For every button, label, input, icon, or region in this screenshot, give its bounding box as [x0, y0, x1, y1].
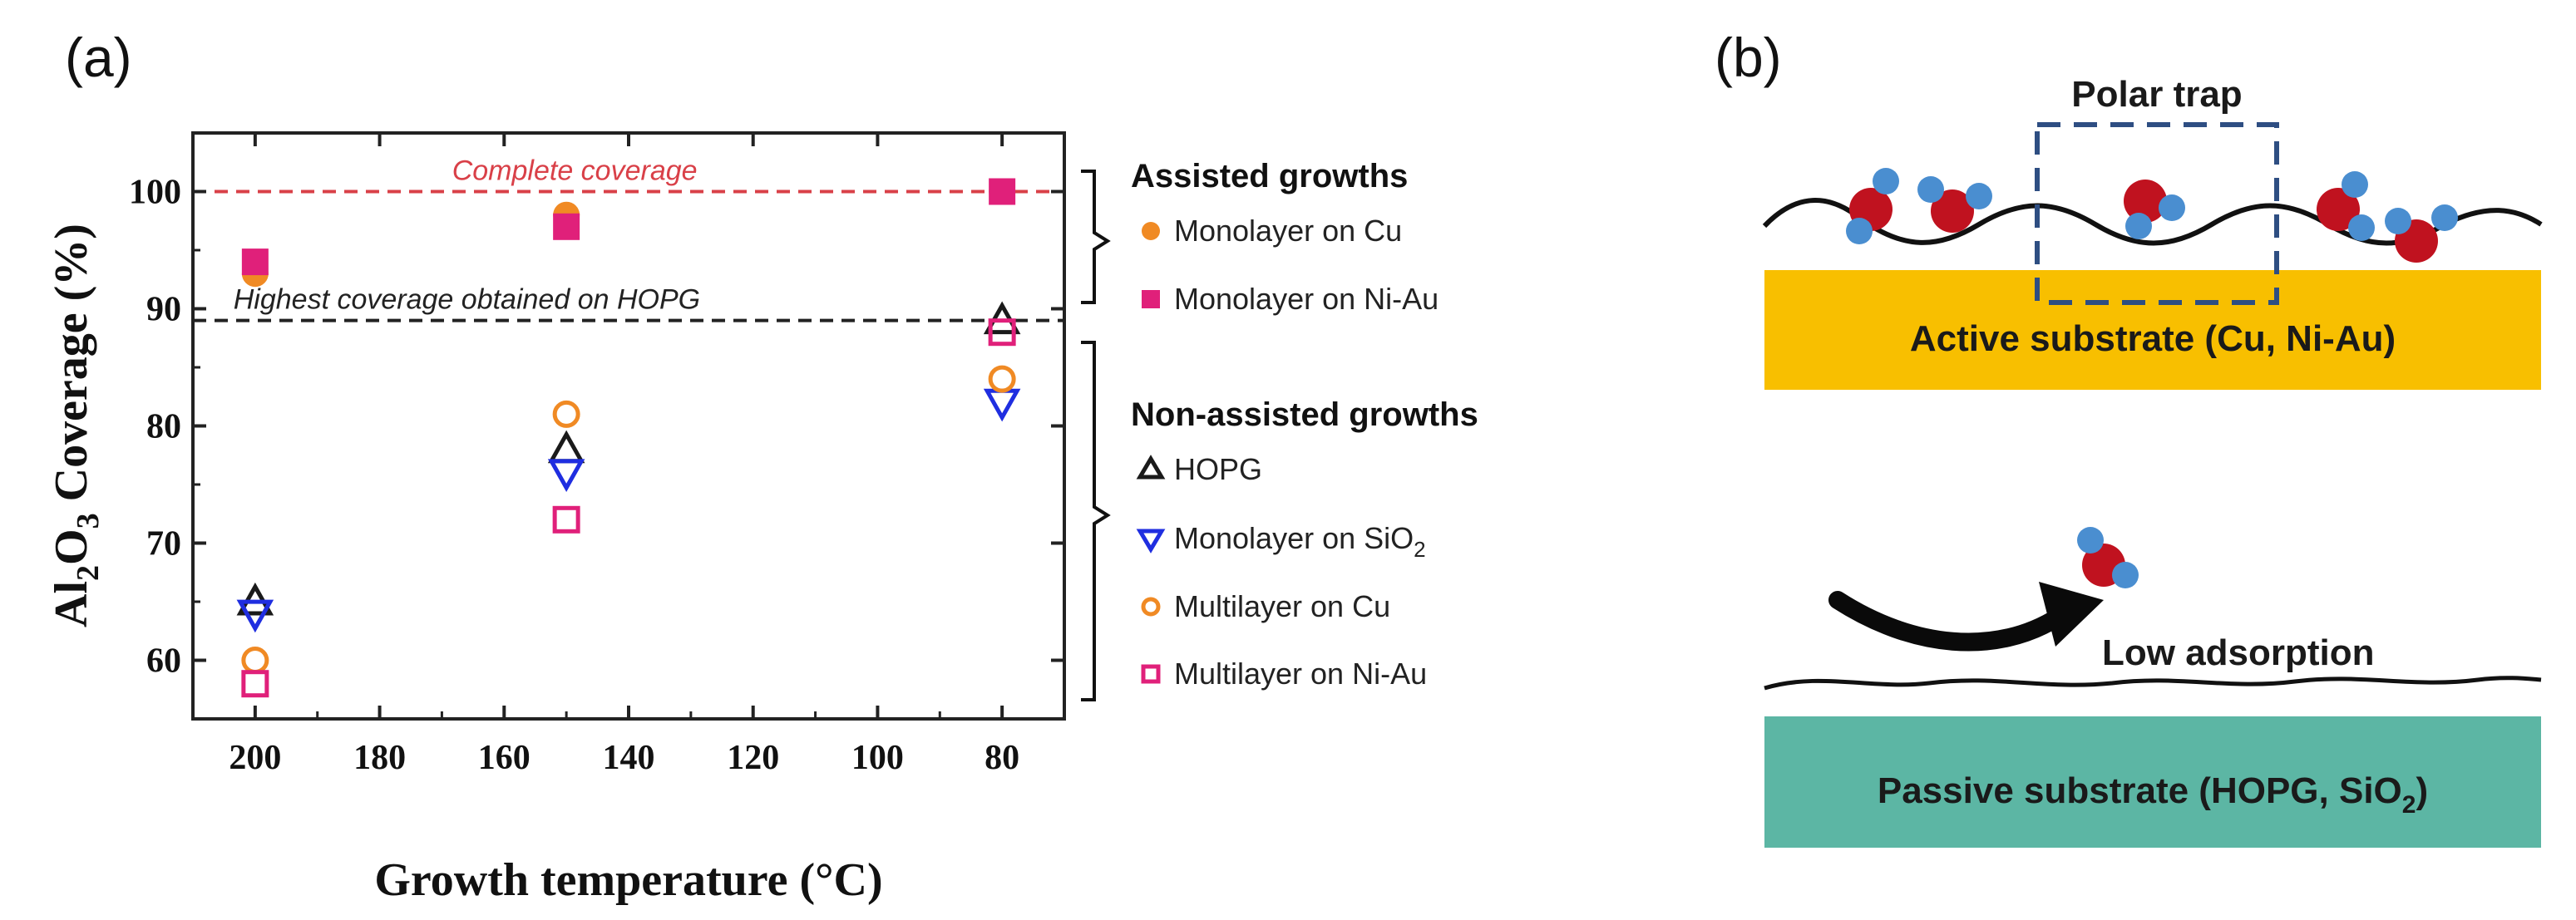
x-tick-label: 80 [985, 739, 1019, 777]
hydrogen-atom-icon [2112, 562, 2139, 588]
assisted-brace [1081, 170, 1111, 304]
non-assisted-brace [1081, 341, 1111, 701]
monolayer-on-sio2-point [236, 599, 274, 633]
y-tick-label: 70 [146, 525, 181, 563]
oxygen-atom-icon [2317, 188, 2360, 231]
passive-surface-line [1764, 676, 2542, 691]
legend-assisted-heading: Assisted growths [1131, 158, 1408, 194]
x-axis: 200 180 160 140 120 100 80 [191, 133, 1066, 777]
reference-line-label: Complete coverage [452, 155, 698, 187]
x-tick-label: 100 [851, 739, 904, 777]
hydrogen-atom-icon [2385, 208, 2411, 234]
passive-substrate [1764, 716, 2541, 848]
passive-substrate-label: Passive substrate (HOPG, SiO2) [1878, 770, 2428, 819]
hydrogen-atom-icon [2159, 194, 2185, 221]
x-tick-label: 200 [229, 739, 281, 777]
y-tick-label: 60 [146, 642, 181, 681]
legend-monolayer-on-cu-marker [1142, 222, 1160, 240]
multilayer-on-cu-point [988, 365, 1016, 393]
monolayer-on-ni-au-point [989, 178, 1016, 205]
legend-hopg-marker [1136, 455, 1166, 480]
legend-monolayer-on-ni-au-label: Monolayer on Ni-Au [1174, 282, 1439, 316]
plot-frame [191, 131, 1066, 721]
legend-non-assisted-heading: Non-assisted growths [1131, 396, 1478, 433]
polar-trap-label: Polar trap [2071, 74, 2242, 115]
x-tick-label: 180 [353, 739, 406, 777]
oxygen-atom-icon [2124, 180, 2167, 223]
legend-monolayer-on-ni-au-marker [1142, 290, 1160, 308]
hydrogen-atom-icon [2431, 204, 2458, 231]
polar-trap-box [2035, 122, 2279, 305]
active-substrate [1764, 270, 2541, 390]
multilayer-on-cu-point [241, 647, 269, 674]
panel-a-label: (a) [65, 27, 132, 88]
y-tick-label: 90 [146, 291, 181, 329]
panel-b-label: (b) [1715, 27, 1782, 88]
legend-monolayer-on-sio2-marker [1136, 529, 1166, 553]
x-axis-title: Growth temperature (°C) [374, 854, 882, 906]
multilayer-on-cu-point [552, 400, 580, 428]
monolayer-on-ni-au-point [241, 248, 269, 276]
low-adsorption-label: Low adsorption [2102, 632, 2375, 673]
hydrogen-atom-icon [2348, 214, 2375, 241]
bounce-arrow-icon [1828, 591, 2068, 652]
reference-line-label: Highest coverage obtained on HOPG [234, 284, 700, 316]
oxygen-atom-icon [1931, 189, 1974, 233]
monolayer-on-sio2-point [983, 388, 1021, 422]
legend-hopg-label: HOPG [1174, 452, 1262, 486]
coverage-chart: Complete coverage Highest coverage obtain… [46, 131, 1066, 906]
multilayer-on-ni-au-point [552, 505, 580, 534]
monolayer-on-sio2-point [547, 459, 585, 492]
hydrogen-atom-icon [1917, 176, 1944, 203]
water-molecules [1846, 168, 2458, 588]
hydrogen-atom-icon [1966, 183, 1992, 209]
y-axis: 60 70 80 90 100 [129, 131, 1064, 721]
x-tick-label: 120 [727, 739, 779, 777]
hydrogen-atom-icon [2342, 171, 2368, 198]
multilayer-on-ni-au-point [241, 670, 269, 698]
y-tick-label: 80 [146, 408, 181, 446]
hopg-point [547, 430, 585, 464]
data-points [236, 178, 1021, 698]
y-tick-label: 100 [129, 174, 181, 212]
legend-multilayer-on-ni-au-label: Multilayer on Ni-Au [1174, 657, 1427, 691]
legend-multilayer-on-cu-marker [1141, 597, 1161, 617]
y-axis-title: Al2O3 Coverage (%) [46, 224, 106, 627]
legend: Assisted growths Non-assisted growths Mo… [1131, 158, 1478, 691]
hydrogen-atom-icon [1873, 168, 1899, 194]
legend-multilayer-on-cu-label: Multilayer on Cu [1174, 589, 1390, 623]
reference-lines: Complete coverage Highest coverage obtain… [193, 155, 1064, 322]
bounce-arrow-head-icon [2039, 582, 2104, 647]
hydrogen-atom-icon [1846, 218, 1873, 244]
hydrogen-atom-icon [2125, 213, 2152, 239]
x-tick-label: 160 [478, 739, 530, 777]
diagram: Active substrate (Cu, Ni-Au) Polar trap … [1762, 74, 2543, 848]
legend-monolayer-on-sio2-label: Monolayer on SiO2 [1174, 521, 1426, 562]
legend-monolayer-on-cu-label: Monolayer on Cu [1174, 214, 1402, 248]
multilayer-on-ni-au-point [988, 318, 1016, 347]
active-substrate-label: Active substrate (Cu, Ni-Au) [1910, 318, 2396, 359]
x-tick-label: 140 [603, 739, 655, 777]
monolayer-on-ni-au-point [553, 213, 580, 240]
hydrogen-atom-icon [2077, 527, 2104, 553]
legend-multilayer-on-ni-au-marker [1141, 664, 1161, 684]
